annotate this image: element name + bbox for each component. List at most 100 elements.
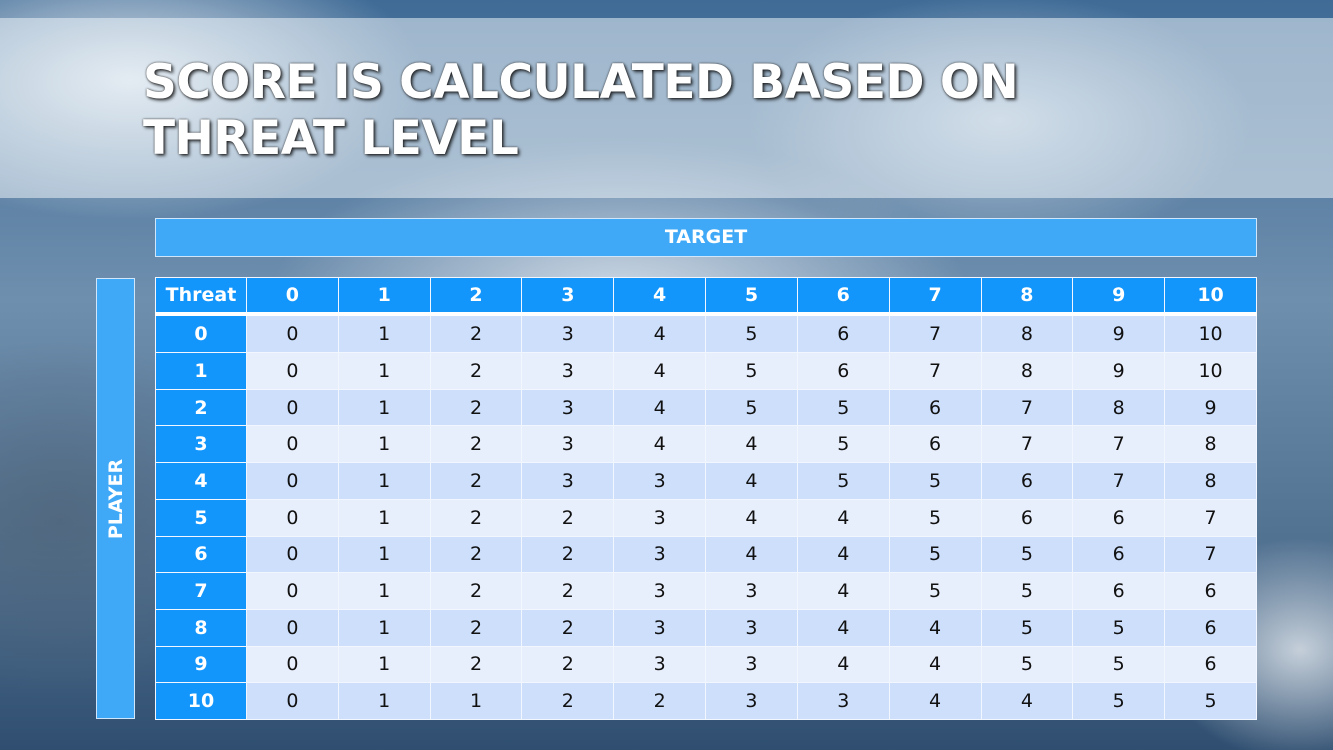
- table-row: 10 0 1 1 2 2 3 3 4 4 5 5: [155, 682, 1257, 720]
- target-axis-label: TARGET: [155, 218, 1257, 257]
- score-cell: 3: [705, 572, 798, 610]
- score-cell: 6: [980, 498, 1074, 537]
- score-cell: 3: [705, 608, 798, 647]
- column-header: 9: [1072, 277, 1166, 314]
- score-cell: 6: [1164, 645, 1257, 684]
- score-cell: 7: [888, 352, 982, 390]
- player-axis-label: PLAYER: [104, 458, 127, 539]
- score-cell: 0: [246, 572, 339, 610]
- row-header: 6: [155, 535, 247, 574]
- score-cell: 9: [1072, 312, 1166, 354]
- score-cell: 2: [521, 682, 615, 720]
- score-cell: 4: [796, 535, 890, 574]
- title-band: [0, 18, 1333, 198]
- score-cell: 6: [888, 388, 982, 427]
- column-header: 3: [521, 277, 615, 314]
- row-header: 7: [155, 572, 247, 610]
- score-cell: 1: [337, 535, 431, 574]
- row-header: 0: [155, 312, 247, 354]
- score-cell: 2: [429, 312, 523, 354]
- score-cell: 6: [1072, 498, 1166, 537]
- score-cell: 5: [980, 608, 1074, 647]
- title-line-2: THREAT LEVEL: [143, 111, 519, 166]
- score-cell: 5: [888, 572, 982, 610]
- corner-header: Threat: [155, 277, 247, 314]
- score-cell: 8: [980, 312, 1074, 354]
- score-cell: 3: [613, 608, 707, 647]
- score-cell: 1: [337, 352, 431, 390]
- score-cell: 5: [888, 498, 982, 537]
- score-cell: 5: [1072, 682, 1166, 720]
- score-cell: 6: [1072, 535, 1166, 574]
- score-cell: 2: [521, 535, 615, 574]
- score-cell: 7: [980, 425, 1074, 464]
- score-cell: 5: [1164, 682, 1257, 720]
- column-header: 4: [613, 277, 707, 314]
- score-cell: 0: [246, 498, 339, 537]
- score-cell: 3: [613, 572, 707, 610]
- player-axis-bar: PLAYER: [96, 278, 135, 719]
- score-cell: 6: [888, 425, 982, 464]
- row-header: 9: [155, 645, 247, 684]
- score-cell: 5: [796, 425, 890, 464]
- score-cell: 2: [521, 572, 615, 610]
- score-cell: 3: [613, 462, 707, 500]
- score-cell: 4: [613, 388, 707, 427]
- table-row: 0 0 1 2 3 4 5 6 7 8 9 10: [155, 312, 1257, 354]
- score-cell: 5: [1072, 608, 1166, 647]
- score-table: Threat 0 1 2 3 4 5 6 7 8 9 10 0 0 1 2 3 4 5 6 7 8 9 10 1 0 1 2 3 4 5…: [155, 277, 1257, 720]
- score-cell: 1: [337, 682, 431, 720]
- score-cell: 7: [1072, 462, 1166, 500]
- score-cell: 4: [888, 608, 982, 647]
- column-header: 0: [246, 277, 339, 314]
- score-cell: 10: [1164, 312, 1257, 354]
- score-cell: 2: [429, 608, 523, 647]
- row-header: 2: [155, 388, 247, 427]
- score-cell: 5: [705, 312, 798, 354]
- score-cell: 4: [613, 312, 707, 354]
- score-cell: 7: [1072, 425, 1166, 464]
- score-cell: 5: [705, 388, 798, 427]
- score-cell: 0: [246, 608, 339, 647]
- score-cell: 3: [613, 645, 707, 684]
- score-cell: 5: [705, 352, 798, 390]
- score-cell: 5: [796, 462, 890, 500]
- score-cell: 2: [429, 388, 523, 427]
- score-cell: 3: [705, 682, 798, 720]
- score-cell: 4: [613, 352, 707, 390]
- score-cell: 4: [796, 572, 890, 610]
- table-row: 1 0 1 2 3 4 5 6 7 8 9 10: [155, 352, 1257, 390]
- score-cell: 7: [888, 312, 982, 354]
- score-cell: 7: [980, 388, 1074, 427]
- score-cell: 1: [337, 645, 431, 684]
- score-cell: 4: [796, 608, 890, 647]
- column-header: 5: [705, 277, 798, 314]
- score-cell: 4: [613, 425, 707, 464]
- score-cell: 0: [246, 425, 339, 464]
- score-cell: 6: [1164, 608, 1257, 647]
- score-cell: 5: [980, 572, 1074, 610]
- score-cell: 1: [337, 312, 431, 354]
- score-cell: 3: [521, 425, 615, 464]
- score-cell: 1: [429, 682, 523, 720]
- score-cell: 5: [980, 535, 1074, 574]
- score-cell: 3: [521, 388, 615, 427]
- score-cell: 2: [429, 462, 523, 500]
- score-cell: 2: [521, 498, 615, 537]
- score-cell: 3: [613, 535, 707, 574]
- column-header: 1: [337, 277, 431, 314]
- score-cell: 7: [1164, 535, 1257, 574]
- score-cell: 4: [796, 645, 890, 684]
- score-cell: 3: [613, 498, 707, 537]
- score-cell: 1: [337, 425, 431, 464]
- score-cell: 2: [429, 498, 523, 537]
- score-cell: 2: [429, 535, 523, 574]
- score-cell: 5: [888, 462, 982, 500]
- score-cell: 5: [980, 645, 1074, 684]
- score-cell: 2: [429, 425, 523, 464]
- score-cell: 0: [246, 682, 339, 720]
- score-cell: 0: [246, 352, 339, 390]
